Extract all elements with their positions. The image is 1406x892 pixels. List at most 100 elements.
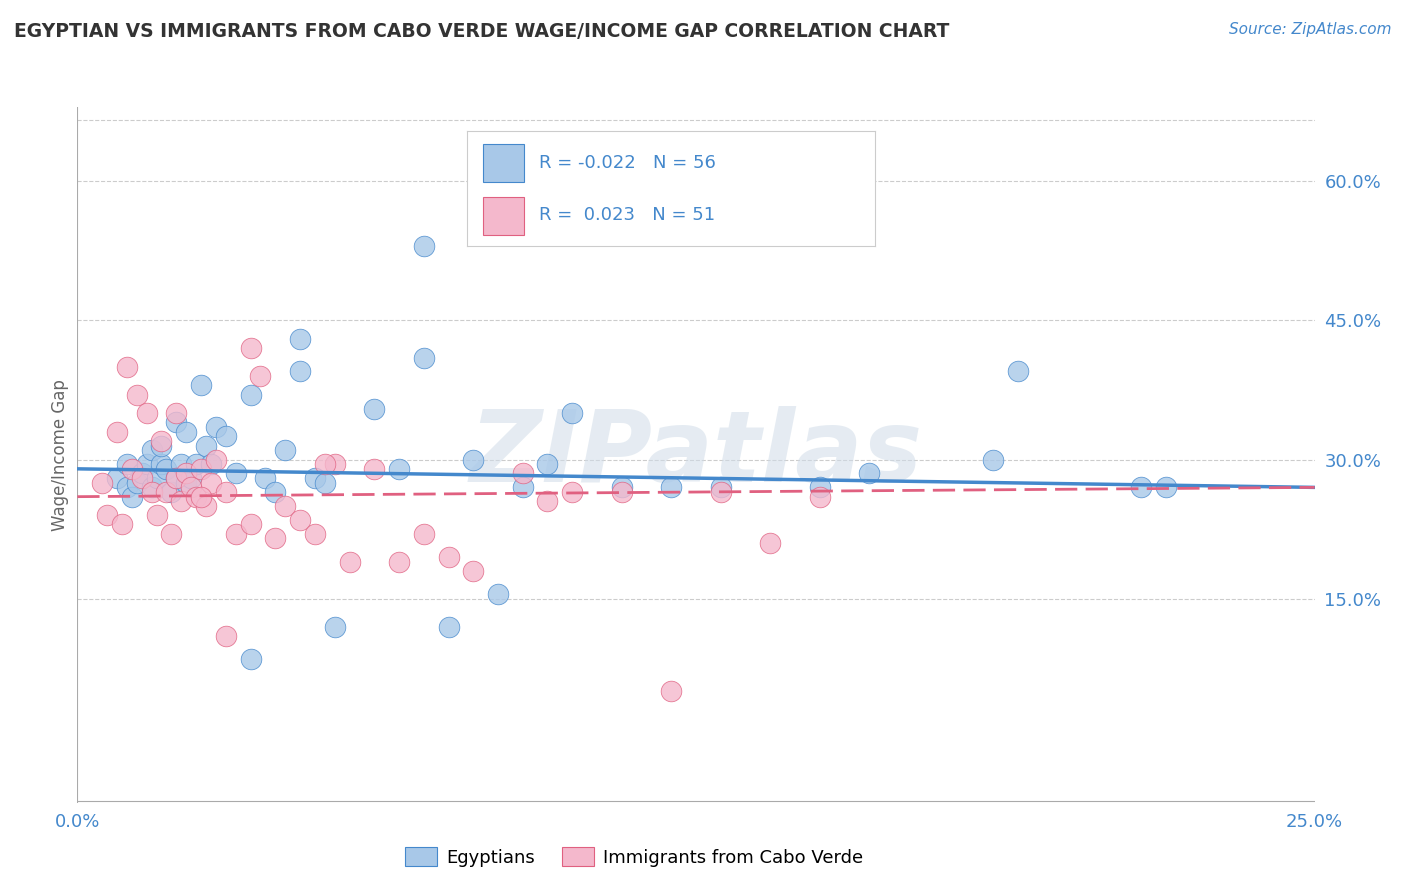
Point	[239, 517, 262, 532]
Point	[274, 499, 297, 513]
Point	[463, 452, 485, 467]
Point	[561, 485, 583, 500]
Point	[304, 471, 326, 485]
Point	[150, 457, 173, 471]
Point	[141, 485, 163, 500]
Point	[141, 443, 163, 458]
Point	[981, 452, 1004, 467]
Point	[512, 480, 534, 494]
Point	[239, 652, 262, 666]
Point	[808, 480, 831, 494]
Point	[174, 475, 197, 490]
Point	[190, 378, 212, 392]
Point	[486, 587, 509, 601]
Point	[160, 526, 183, 541]
Point	[145, 508, 167, 523]
Point	[215, 629, 238, 643]
Point	[96, 508, 118, 523]
Point	[249, 369, 271, 384]
Point	[610, 485, 633, 500]
Point	[759, 536, 782, 550]
Y-axis label: Wage/Income Gap: Wage/Income Gap	[51, 379, 69, 531]
Point	[200, 475, 222, 490]
Point	[205, 420, 228, 434]
Text: ZIPatlas: ZIPatlas	[470, 407, 922, 503]
Text: Source: ZipAtlas.com: Source: ZipAtlas.com	[1229, 22, 1392, 37]
Point	[1154, 480, 1177, 494]
Point	[239, 387, 262, 401]
Point	[184, 457, 207, 471]
Point	[288, 364, 311, 378]
Point	[195, 499, 218, 513]
Point	[314, 475, 336, 490]
Point	[225, 526, 247, 541]
Point	[145, 471, 167, 485]
Point	[363, 401, 385, 416]
Point	[1007, 364, 1029, 378]
Point	[659, 480, 682, 494]
Point	[170, 457, 193, 471]
Point	[659, 684, 682, 698]
Point	[170, 494, 193, 508]
Point	[561, 406, 583, 420]
Text: R =  0.023   N = 51: R = 0.023 N = 51	[538, 206, 714, 224]
Point	[184, 490, 207, 504]
Point	[437, 549, 460, 564]
Point	[239, 341, 262, 355]
Point	[388, 462, 411, 476]
Point	[195, 439, 218, 453]
Point	[174, 467, 197, 481]
Point	[288, 513, 311, 527]
Point	[710, 480, 733, 494]
Point	[121, 490, 143, 504]
Point	[412, 239, 434, 253]
Point	[363, 462, 385, 476]
Point	[165, 471, 187, 485]
Point	[536, 494, 558, 508]
Point	[155, 485, 177, 500]
Point	[314, 457, 336, 471]
Point	[437, 619, 460, 633]
Point	[288, 332, 311, 346]
Point	[174, 425, 197, 439]
Point	[200, 457, 222, 471]
Point	[412, 351, 434, 365]
Point	[808, 490, 831, 504]
Point	[115, 457, 138, 471]
Point	[125, 387, 148, 401]
Point	[121, 462, 143, 476]
Point	[610, 480, 633, 494]
Point	[141, 480, 163, 494]
Point	[190, 462, 212, 476]
Point	[323, 457, 346, 471]
Text: EGYPTIAN VS IMMIGRANTS FROM CABO VERDE WAGE/INCOME GAP CORRELATION CHART: EGYPTIAN VS IMMIGRANTS FROM CABO VERDE W…	[14, 22, 949, 41]
Point	[160, 485, 183, 500]
Point	[115, 480, 138, 494]
Point	[412, 526, 434, 541]
FancyBboxPatch shape	[484, 144, 524, 182]
Point	[131, 467, 153, 481]
Point	[165, 416, 187, 430]
Point	[710, 485, 733, 500]
Point	[180, 471, 202, 485]
Point	[125, 475, 148, 490]
Point	[264, 532, 287, 546]
Point	[190, 490, 212, 504]
Point	[1130, 480, 1153, 494]
Point	[225, 467, 247, 481]
Point	[155, 462, 177, 476]
Point	[180, 480, 202, 494]
Point	[536, 457, 558, 471]
Point	[91, 475, 114, 490]
Point	[105, 471, 128, 485]
Point	[304, 526, 326, 541]
Point	[215, 429, 238, 443]
Point	[274, 443, 297, 458]
Point	[205, 452, 228, 467]
Point	[150, 434, 173, 448]
Point	[215, 485, 238, 500]
Point	[135, 457, 157, 471]
Point	[512, 467, 534, 481]
Point	[131, 471, 153, 485]
Point	[105, 425, 128, 439]
